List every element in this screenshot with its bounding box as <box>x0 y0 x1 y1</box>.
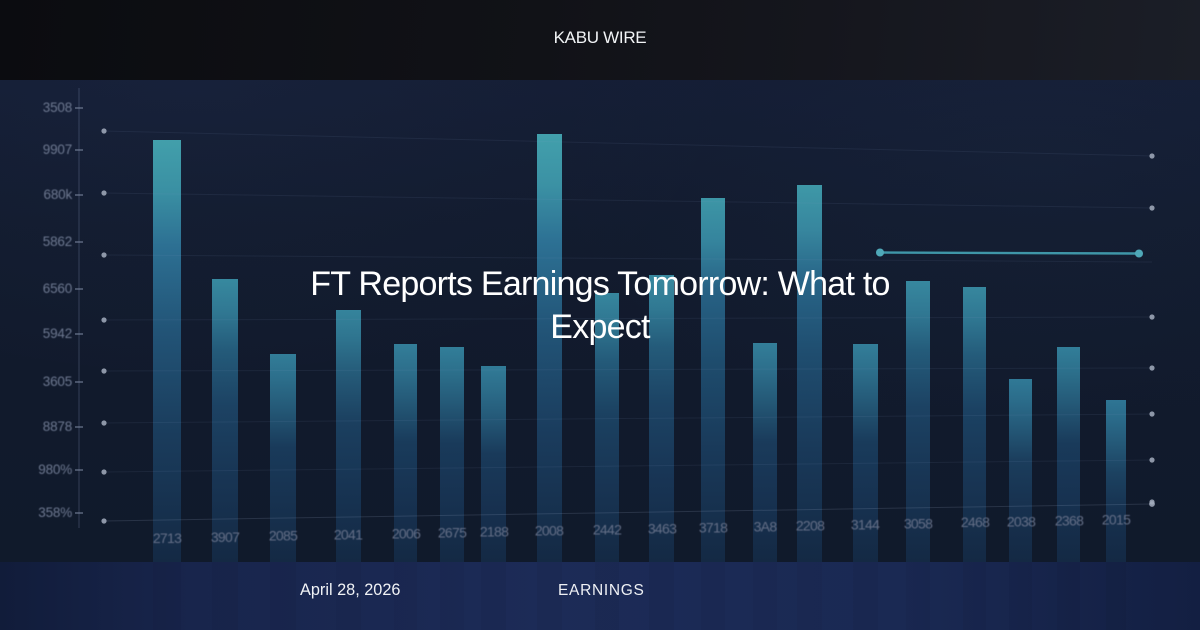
svg-text:3058: 3058 <box>904 515 933 531</box>
svg-text:2015: 2015 <box>1102 512 1131 528</box>
svg-text:2006: 2006 <box>392 525 421 541</box>
svg-text:3508: 3508 <box>43 100 72 115</box>
svg-text:3718: 3718 <box>699 519 728 535</box>
svg-text:3144: 3144 <box>851 516 880 532</box>
svg-text:2675: 2675 <box>438 524 467 540</box>
svg-text:3605: 3605 <box>43 374 72 389</box>
svg-text:358%: 358% <box>38 505 72 520</box>
svg-text:2442: 2442 <box>593 521 622 537</box>
svg-text:2208: 2208 <box>796 518 825 534</box>
svg-text:6560: 6560 <box>43 281 72 296</box>
svg-text:5942: 5942 <box>43 326 72 341</box>
svg-text:2368: 2368 <box>1055 512 1084 528</box>
svg-text:2188: 2188 <box>480 524 509 540</box>
svg-text:2468: 2468 <box>961 514 990 530</box>
svg-text:8878: 8878 <box>43 419 72 434</box>
svg-text:2038: 2038 <box>1007 513 1036 529</box>
svg-text:2008: 2008 <box>535 523 564 539</box>
svg-text:680k: 680k <box>44 187 73 202</box>
svg-text:2085: 2085 <box>269 528 298 544</box>
svg-text:5862: 5862 <box>43 234 72 249</box>
svg-text:2713: 2713 <box>153 530 182 546</box>
svg-text:3A8: 3A8 <box>754 518 778 534</box>
svg-text:3463: 3463 <box>648 520 677 536</box>
svg-text:9907: 9907 <box>43 142 72 157</box>
svg-text:980%: 980% <box>38 462 72 477</box>
svg-text:3907: 3907 <box>211 529 240 545</box>
svg-text:2041: 2041 <box>334 527 363 543</box>
